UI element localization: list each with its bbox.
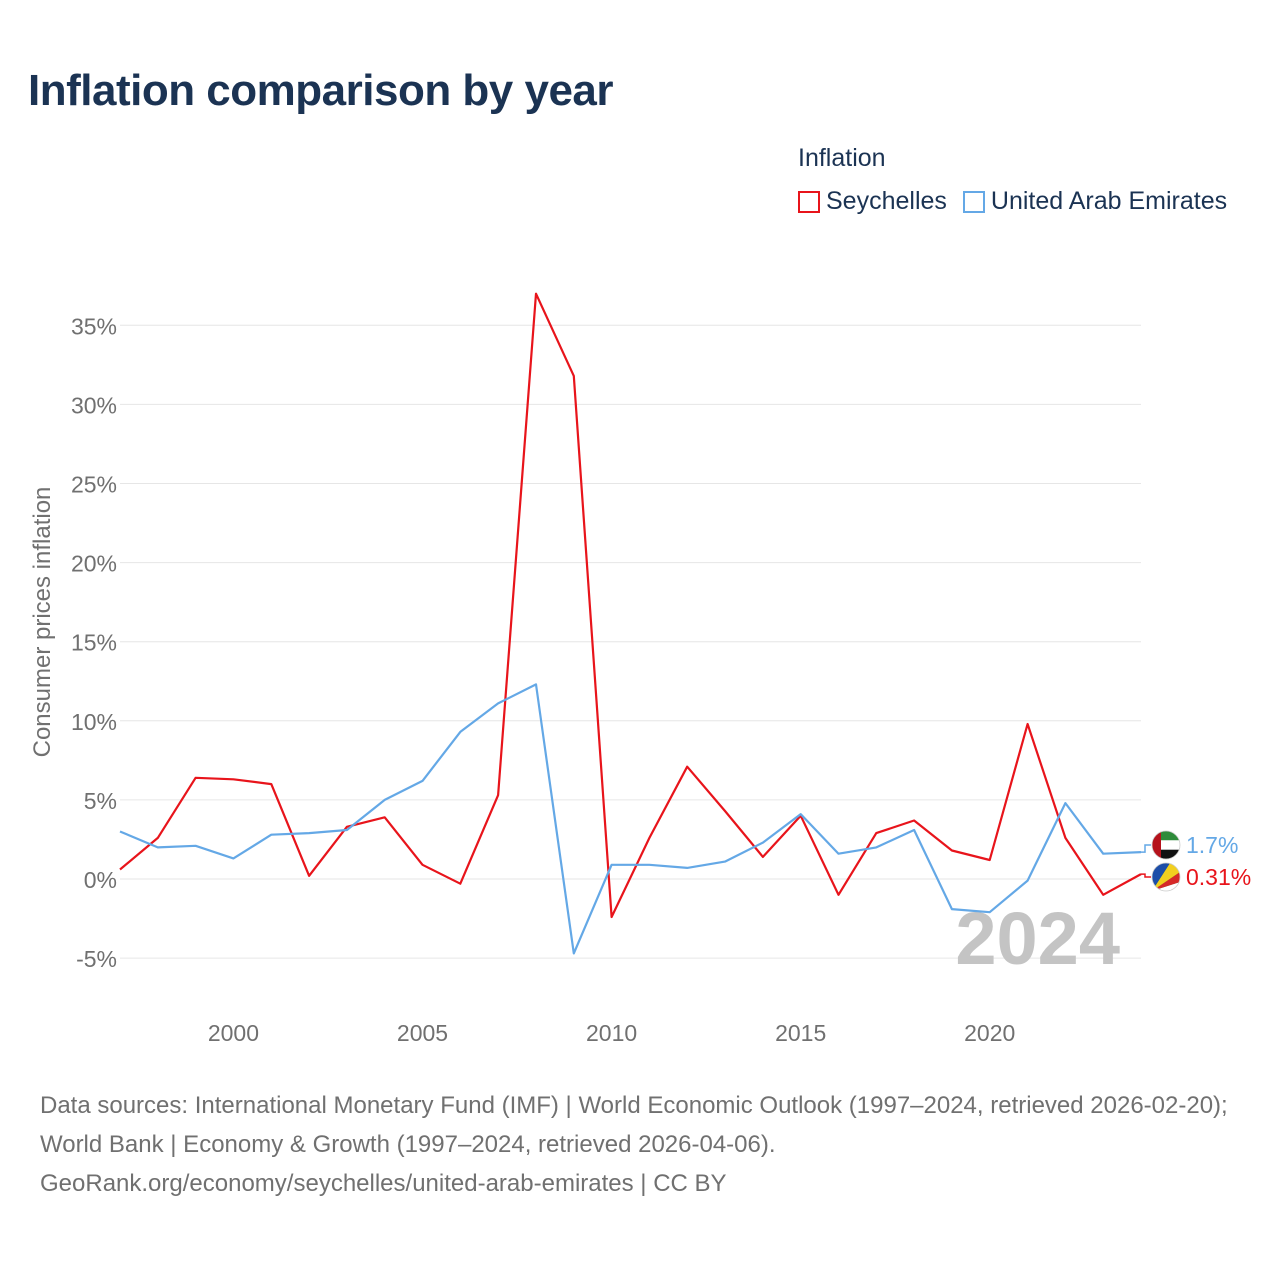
x-tick-label-2015: 2015 (775, 1020, 826, 1046)
y-tick-label-35: 35% (71, 313, 117, 339)
y-tick-label--5: -5% (76, 946, 117, 972)
chart-title: Inflation comparison by year (28, 66, 614, 115)
y-tick-label-25: 25% (71, 472, 117, 498)
flag-icon-united-arab-emirates (1151, 830, 1181, 860)
flag-icon-seychelles (1151, 862, 1181, 892)
end-label-seychelles: 0.31% (1186, 864, 1251, 890)
year-watermark: 2024 (955, 897, 1120, 980)
legend-label-uae: United Arab Emirates (990, 187, 1228, 215)
series-lines (119, 292, 1142, 955)
x-tick-label-2020: 2020 (964, 1020, 1015, 1046)
legend-title: Inflation (798, 144, 886, 172)
x-tick-label-2000: 2000 (208, 1020, 259, 1046)
y-tick-label-10: 10% (71, 709, 117, 735)
x-tick-label-2005: 2005 (397, 1020, 448, 1046)
y-tick-label-15: 15% (71, 630, 117, 656)
x-axis-ticks: 2000 2005 2010 2015 2020 (208, 1020, 1015, 1046)
grid-lines (120, 324, 1141, 959)
legend: Inflation Seychelles United Arab Emirate… (798, 144, 1227, 216)
data-sources: Data sources: International Monetary Fun… (40, 1086, 1250, 1203)
sources-text: Data sources: International Monetary Fun… (40, 1092, 1228, 1158)
end-connector-united-arab-emirates (1141, 844, 1151, 853)
y-axis-ticks: -5% 0% 5% 10% 15% 20% 25% 30% 35% (71, 313, 117, 972)
legend-item-seychelles[interactable]: Seychelles (798, 187, 947, 216)
legend-swatch-uae (962, 190, 985, 213)
y-tick-label-20: 20% (71, 551, 117, 577)
series-line-united-arab-emirates[interactable] (119, 683, 1142, 955)
y-tick-label-0: 0% (84, 867, 117, 893)
end-markers: 0.31% 1.7% (1141, 830, 1251, 892)
line-chart: -5%0%5%10%15%20%25%30%35% 2000 2005 2010 20… (29, 292, 1251, 1046)
end-label-united-arab-emirates: 1.7% (1186, 832, 1238, 858)
y-tick-label-30: 30% (71, 392, 117, 418)
series-line-seychelles[interactable] (119, 292, 1142, 919)
x-tick-label-2010: 2010 (586, 1020, 637, 1046)
sources-link[interactable]: GeoRank.org/economy/seychelles/united-ar… (40, 1170, 727, 1197)
y-axis-label: Consumer prices inflation (29, 487, 56, 758)
legend-swatch-seychelles (798, 190, 820, 213)
legend-item-uae[interactable]: United Arab Emirates (962, 187, 1228, 216)
end-connector-seychelles (1141, 873, 1151, 878)
y-tick-label-5: 5% (84, 788, 117, 814)
legend-label-seychelles: Seychelles (826, 187, 947, 215)
